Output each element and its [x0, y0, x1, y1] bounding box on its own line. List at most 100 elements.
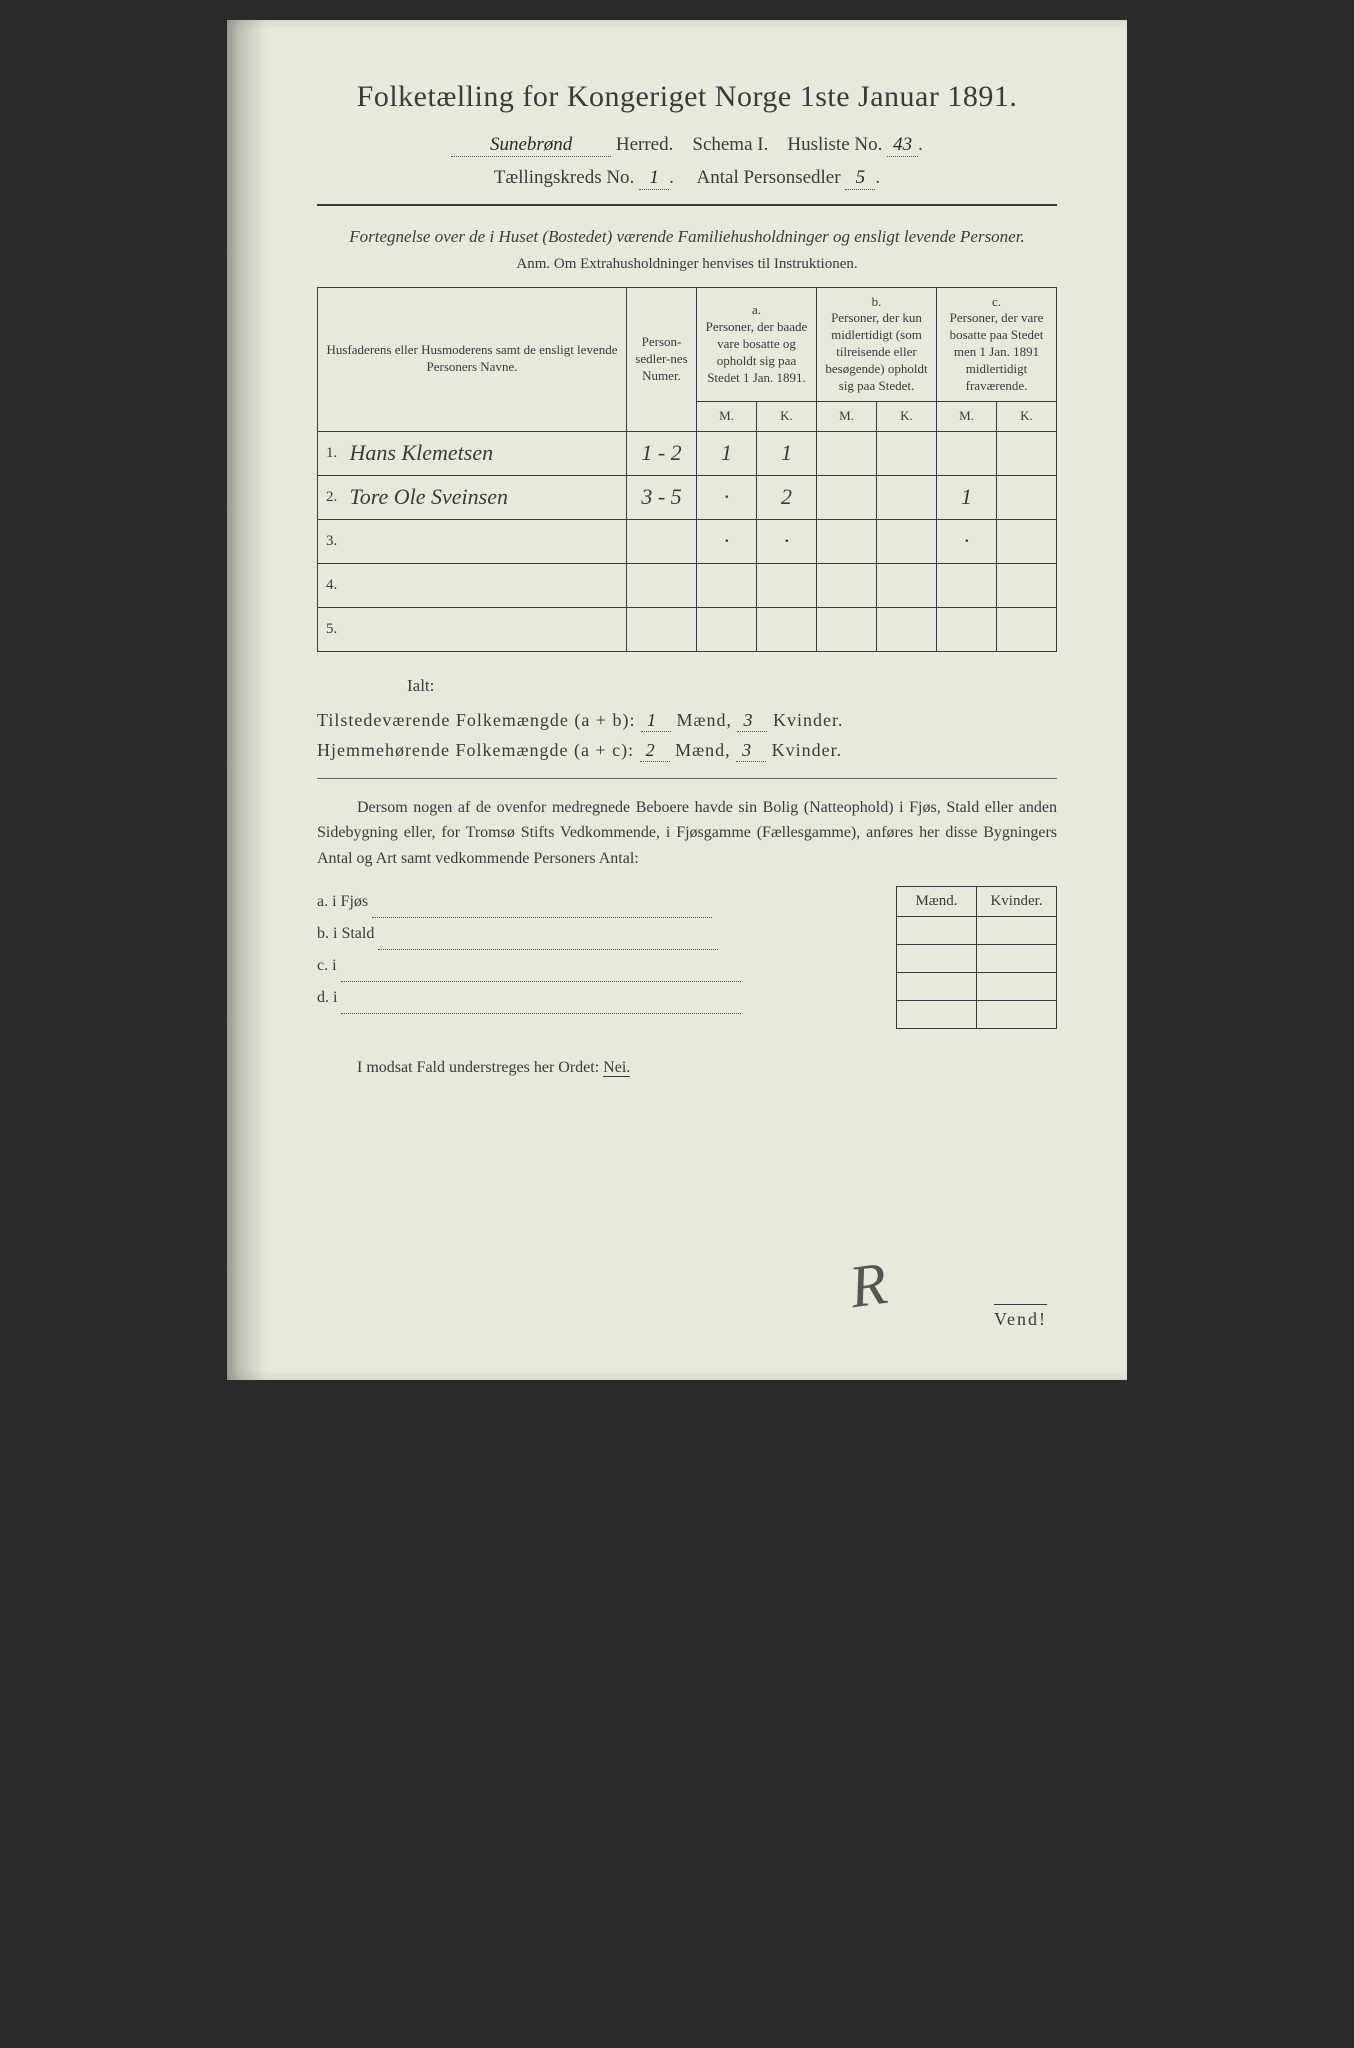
cell-bk [877, 563, 937, 607]
cell-cm [937, 563, 997, 607]
cell-am: · [697, 519, 757, 563]
row-numer [627, 563, 697, 607]
table-row: 2. Tore Ole Svein­sen 3 - 5 · 2 1 [318, 475, 1057, 519]
antal-handwritten: 5 [845, 167, 875, 190]
herred-handwritten: Sunebrønd [451, 134, 611, 157]
mk-table: Mænd. Kvinder. [896, 886, 1057, 1029]
dotline [341, 1013, 741, 1014]
anm-note: Anm. Om Extrahusholdninger henvises til … [317, 256, 1057, 273]
row-num: 2. [318, 475, 346, 519]
cell-ck [997, 563, 1057, 607]
a-label: a. [752, 302, 761, 317]
row-name: Hans Klemetsen [346, 431, 627, 475]
row-numer: 1 - 2 [627, 431, 697, 475]
table-body: 1. Hans Klemetsen 1 - 2 1 1 2. Tore Ole … [318, 431, 1057, 651]
herred-label: Herred. [616, 134, 674, 155]
husliste-handwritten: 43 [887, 134, 918, 157]
c-m: M. [937, 401, 997, 431]
tilstede-m: 1 [641, 710, 671, 732]
header-row-2: Tællingskreds No. 1. Antal Personsedler … [317, 167, 1057, 190]
table-row: 5. [318, 607, 1057, 651]
kvinder2: Kvinder. [772, 740, 843, 760]
cell-am: 1 [697, 431, 757, 475]
mk-cell [897, 944, 977, 972]
nei-text: I modsat Fald understreges her Ordet: [357, 1059, 603, 1076]
a-m: M. [697, 401, 757, 431]
col-names: Husfaderens eller Husmoderens samt de en… [318, 287, 627, 431]
row-num: 5. [318, 607, 346, 651]
side-a-text: a. i Fjøs [317, 893, 368, 910]
cell-bm [817, 475, 877, 519]
hjemme-label: Hjemmehørende Folkemængde (a + c): [317, 740, 634, 760]
row-num: 4. [318, 563, 346, 607]
cell-bk [877, 519, 937, 563]
kreds-handwritten: 1 [639, 167, 669, 190]
b-k: K. [877, 401, 937, 431]
mk-cell [977, 944, 1057, 972]
cell-ak: · [757, 519, 817, 563]
col-numer: Person-sedler-nes Numer. [627, 287, 697, 431]
row-num: 1. [318, 431, 346, 475]
col-b-label: b. Personer, der kun midlertidigt (som t… [817, 287, 937, 401]
c-label: c. [992, 294, 1001, 309]
b-m: M. [817, 401, 877, 431]
tilstede-label: Tilstedeværende Folkemængde (a + b): [317, 710, 635, 730]
mk-cell [897, 972, 977, 1000]
hjemme-line: Hjemmehørende Folkemængde (a + c): 2 Mæn… [317, 740, 1057, 762]
cell-ck [997, 519, 1057, 563]
b-text: Personer, der kun midlertidigt (som tilr… [825, 310, 927, 393]
mk-maend: Mænd. [897, 886, 977, 916]
tilstede-k: 3 [737, 710, 767, 732]
cell-am [697, 563, 757, 607]
cell-cm: 1 [937, 475, 997, 519]
mk-cell [977, 972, 1057, 1000]
row-numer [627, 519, 697, 563]
cell-ak: 1 [757, 431, 817, 475]
schema-label: Schema I. [692, 134, 768, 155]
divider [317, 204, 1057, 206]
side-b-text: b. i Stald [317, 925, 374, 942]
cell-ak [757, 607, 817, 651]
cell-ck [997, 475, 1057, 519]
main-table: Husfaderens eller Husmoderens samt de en… [317, 287, 1057, 652]
table-row: 4. [318, 563, 1057, 607]
row-name [346, 519, 627, 563]
table-row: 1. Hans Klemetsen 1 - 2 1 1 [318, 431, 1057, 475]
row-num: 3. [318, 519, 346, 563]
header-row-1: Sunebrønd Herred. Schema I. Husliste No.… [317, 134, 1057, 157]
census-form-page: Folketælling for Kongeriget Norge 1ste J… [227, 20, 1127, 1380]
mk-cell [897, 1000, 977, 1028]
mk-kvinder: Kvinder. [977, 886, 1057, 916]
ialt-label: Ialt: [407, 676, 1057, 696]
cell-ak [757, 563, 817, 607]
cell-bm [817, 607, 877, 651]
row-name: Tore Ole Svein­sen [346, 475, 627, 519]
tilstede-line: Tilstedeværende Folkemængde (a + b): 1 M… [317, 710, 1057, 732]
cell-bm [817, 431, 877, 475]
cell-bm [817, 563, 877, 607]
cell-ck [997, 607, 1057, 651]
a-text: Personer, der baade vare bosatte og opho… [706, 319, 808, 385]
cell-bk [877, 475, 937, 519]
cell-cm: · [937, 519, 997, 563]
side-c-text: c. i [317, 957, 337, 974]
mk-cell [977, 1000, 1057, 1028]
cell-cm [937, 607, 997, 651]
c-k: K. [997, 401, 1057, 431]
cell-cm [937, 431, 997, 475]
hjemme-m: 2 [640, 740, 670, 762]
a-k: K. [757, 401, 817, 431]
divider-2 [317, 778, 1057, 779]
cell-ck [997, 431, 1057, 475]
row-numer [627, 607, 697, 651]
mk-cell [897, 916, 977, 944]
side-d-text: d. i [317, 989, 337, 1006]
b-label: b. [872, 294, 882, 309]
table-row: 3. · · · [318, 519, 1057, 563]
cell-bk [877, 431, 937, 475]
lower-block: Mænd. Kvinder. a. i Fjøs b. i Stald c. i… [317, 886, 1057, 1029]
husliste-label: Husliste No. [787, 134, 882, 155]
col-a-label: a. Personer, der baade vare bosatte og o… [697, 287, 817, 401]
cell-bk [877, 607, 937, 651]
row-name [346, 563, 627, 607]
